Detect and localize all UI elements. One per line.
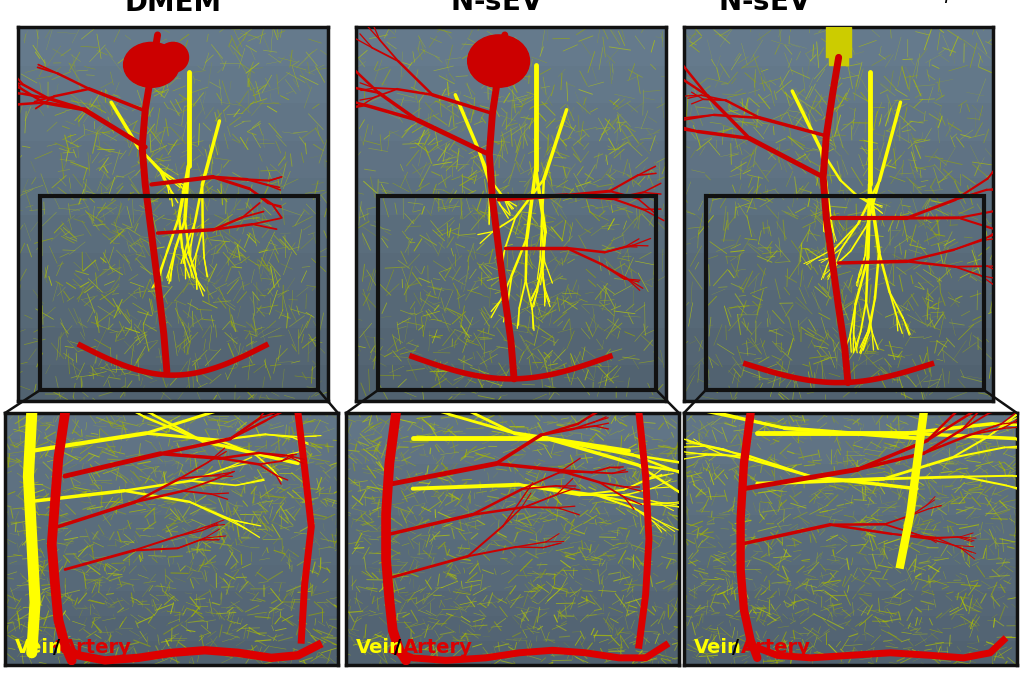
Bar [346,590,679,615]
Bar [684,590,1017,615]
Bar [684,177,993,214]
Text: N-sEV$^{NC}$: N-sEV$^{NC}$ [450,0,572,17]
Bar [356,177,666,214]
Bar [346,464,679,488]
Bar [684,615,1017,640]
Bar [5,615,338,640]
Bar [356,140,666,177]
Bar [684,539,1017,565]
Bar [684,488,1017,514]
Bar [356,289,666,327]
Bar [5,590,338,615]
Bar [826,27,851,58]
Bar [5,464,338,488]
Ellipse shape [124,43,179,87]
Bar [684,140,993,177]
Bar [346,640,679,665]
Bar [684,214,993,252]
Text: Artery: Artery [402,638,472,657]
Bar [684,327,993,364]
Bar [346,514,679,539]
Text: Vein: Vein [694,638,742,657]
Bar [18,140,328,177]
Bar [706,196,984,390]
Bar [684,27,993,65]
Bar [5,438,338,464]
Text: /: / [732,638,739,657]
Bar [40,196,318,390]
Bar [18,65,328,102]
Bar [356,364,666,401]
Bar [684,640,1017,665]
Bar [356,214,666,252]
Bar [356,65,666,102]
Bar [5,488,338,514]
Bar [684,65,993,102]
Bar [356,102,666,140]
Bar [356,327,666,364]
Text: DMEM: DMEM [125,0,221,17]
Bar [5,413,338,438]
Bar [684,413,1017,438]
Bar [346,413,679,438]
Bar [18,102,328,140]
Bar [684,289,993,327]
Text: /: / [394,638,401,657]
Bar [18,289,328,327]
Text: N-sEV$^{miR-486-5p}$: N-sEV$^{miR-486-5p}$ [719,0,958,17]
Text: Artery: Artery [740,638,810,657]
Bar [346,488,679,514]
Bar [18,252,328,289]
Bar [356,27,666,65]
Bar [5,514,338,539]
Bar [346,539,679,565]
Bar [18,177,328,214]
Bar [5,565,338,590]
Bar [346,615,679,640]
Bar [18,364,328,401]
Bar [684,565,1017,590]
Text: /: / [53,638,60,657]
Ellipse shape [158,43,188,72]
Bar [684,514,1017,539]
Bar [18,327,328,364]
Bar [346,438,679,464]
Text: Artery: Artery [61,638,131,657]
Bar [346,565,679,590]
Bar [684,464,1017,488]
Bar [684,252,993,289]
Bar [378,196,656,390]
Bar [18,214,328,252]
Bar [684,102,993,140]
Ellipse shape [468,35,529,87]
Bar [5,539,338,565]
Bar [684,438,1017,464]
Bar [684,364,993,401]
Bar [18,27,328,65]
Bar [5,640,338,665]
Text: Vein: Vein [15,638,63,657]
Bar [356,252,666,289]
Bar [829,50,848,65]
Text: Vein: Vein [356,638,404,657]
